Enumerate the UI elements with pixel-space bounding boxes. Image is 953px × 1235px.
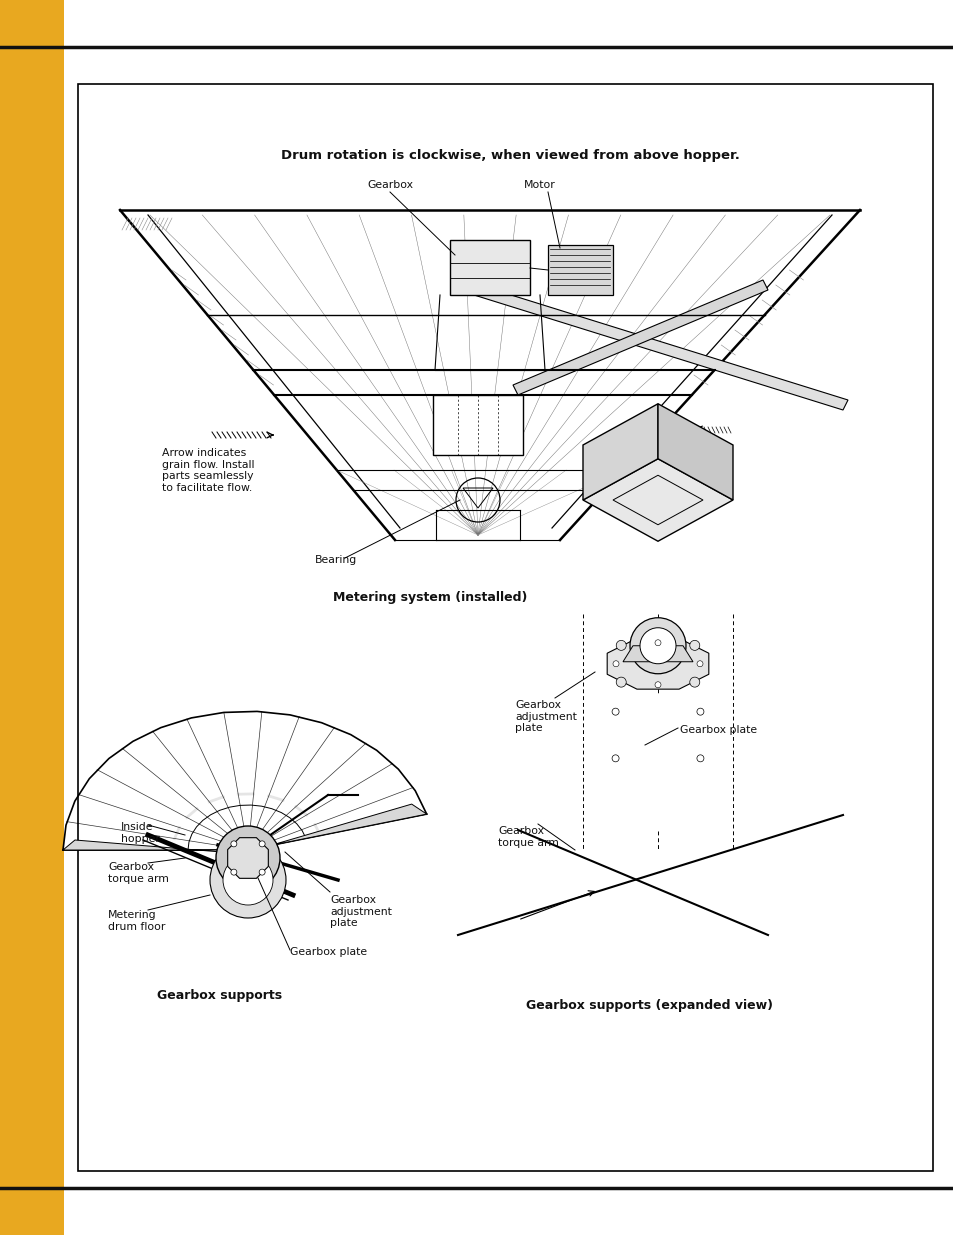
Text: Gearbox supports: Gearbox supports <box>157 988 282 1002</box>
Bar <box>78 84 932 1171</box>
Polygon shape <box>658 404 732 500</box>
Circle shape <box>612 708 618 715</box>
Text: Metering system (installed): Metering system (installed) <box>333 590 527 604</box>
Text: Gearbox plate: Gearbox plate <box>290 947 367 957</box>
Text: Motor: Motor <box>523 180 556 190</box>
Circle shape <box>210 842 286 918</box>
Circle shape <box>697 755 703 762</box>
Circle shape <box>616 641 625 651</box>
Text: Drum rotation is clockwise, when viewed from above hopper.: Drum rotation is clockwise, when viewed … <box>280 148 739 162</box>
Circle shape <box>259 869 265 876</box>
Polygon shape <box>63 840 257 855</box>
Polygon shape <box>457 280 847 410</box>
Text: Gearbox
torque arm: Gearbox torque arm <box>108 862 169 883</box>
Bar <box>0 0 64 1235</box>
Circle shape <box>215 826 280 890</box>
Circle shape <box>697 708 703 715</box>
Polygon shape <box>513 280 767 395</box>
Circle shape <box>612 755 618 762</box>
Circle shape <box>655 640 660 646</box>
Polygon shape <box>228 837 268 878</box>
Circle shape <box>259 841 265 847</box>
Circle shape <box>613 661 618 667</box>
Bar <box>547 245 613 295</box>
Circle shape <box>231 841 236 847</box>
Bar <box>433 395 522 454</box>
Text: Gearbox
torque arm: Gearbox torque arm <box>497 826 558 847</box>
Polygon shape <box>606 638 708 689</box>
Text: Gearbox
adjustment
plate: Gearbox adjustment plate <box>515 700 577 734</box>
Text: Bearing: Bearing <box>314 555 356 564</box>
Circle shape <box>697 661 702 667</box>
Circle shape <box>689 677 700 687</box>
Circle shape <box>616 677 625 687</box>
Text: Gearbox plate: Gearbox plate <box>679 725 757 735</box>
Polygon shape <box>582 404 658 500</box>
Polygon shape <box>622 646 692 662</box>
Text: Gearbox
adjustment
plate: Gearbox adjustment plate <box>330 895 392 929</box>
Circle shape <box>223 855 273 905</box>
Polygon shape <box>582 458 732 541</box>
Polygon shape <box>237 804 426 855</box>
Text: Arrow indicates
grain flow. Install
parts seamlessly
to facilitate flow.: Arrow indicates grain flow. Install part… <box>162 448 254 493</box>
Circle shape <box>655 682 660 688</box>
Text: Inside
hopper: Inside hopper <box>121 823 160 844</box>
Text: Gearbox supports (expanded view): Gearbox supports (expanded view) <box>526 999 773 1011</box>
Circle shape <box>231 869 236 876</box>
Circle shape <box>689 641 700 651</box>
Bar <box>450 240 530 295</box>
Text: Metering
drum floor: Metering drum floor <box>108 910 165 931</box>
Text: Gearbox: Gearbox <box>367 180 413 190</box>
Circle shape <box>629 618 685 674</box>
Circle shape <box>639 627 676 663</box>
